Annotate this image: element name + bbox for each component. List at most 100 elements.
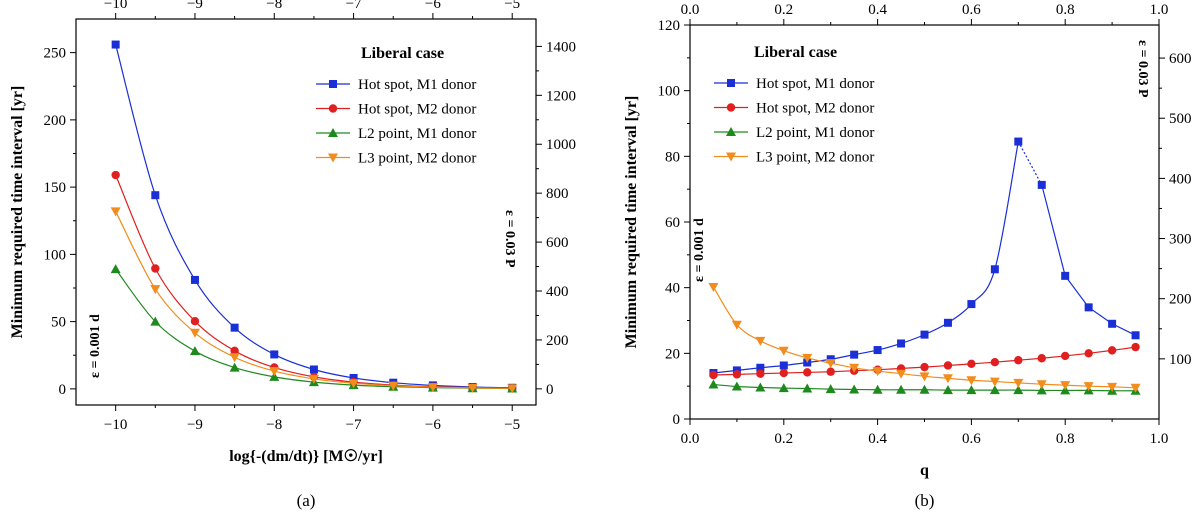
legend-marker [328, 104, 338, 113]
data-point [731, 320, 742, 330]
data-point [942, 374, 953, 384]
series-line [115, 44, 513, 389]
legend-marker [328, 128, 338, 137]
legend-entry: L3 point, M2 donor [358, 151, 476, 167]
x-tick-label: −9 [187, 417, 203, 433]
data-point [966, 385, 977, 395]
data-point [269, 371, 280, 381]
y2-tick-label: 200 [546, 333, 569, 349]
y-tick-label: 40 [665, 281, 680, 297]
data-point [989, 377, 1000, 387]
x-tick-label-top: −10 [104, 0, 127, 12]
y2-tick-label: 800 [546, 186, 569, 202]
left-epsilon-note: ε = 0.001 d [88, 314, 103, 378]
x-tick-label-top: 0.4 [868, 2, 887, 18]
data-point [990, 357, 1000, 367]
data-point [1036, 380, 1047, 390]
data-point [1107, 346, 1117, 355]
data-point [756, 369, 765, 378]
x-tick-label-top: −7 [346, 0, 362, 12]
x-tick-label: 0.2 [774, 431, 793, 447]
chart-b: 0.0 0.0 0.2 0.2 0.4 0.4 0.6 0.6 0.8 0.8 1.0 1.0 0 20 4… [623, 2, 1192, 510]
x-axis-label: log{-(dm/dt)} [M☉/yr] [229, 448, 383, 465]
data-point [309, 365, 318, 374]
legend-entry: Hot spot, M1 donor [358, 77, 476, 93]
x-tick-label-top: 0.8 [1056, 2, 1075, 18]
y-tick-label: 80 [665, 149, 680, 165]
right-epsilon-note: ε = 0.03 P [1135, 40, 1150, 98]
y-tick-label: 100 [44, 247, 67, 263]
data-point [779, 368, 788, 378]
legend: Liberal case Hot spot, M1 donor Hot spot, … [316, 45, 476, 167]
data-point [825, 384, 836, 394]
y2-tick-label: 500 [1169, 111, 1192, 127]
x-tick-label-top: 1.0 [1150, 2, 1169, 18]
y-tick-label: 250 [44, 46, 67, 62]
y-axis-label: Minimum required time interval [yr] [623, 96, 640, 349]
data-point [1107, 382, 1118, 392]
data-point [732, 370, 742, 379]
data-point [779, 361, 788, 370]
x-tick-label: 0.8 [1056, 431, 1075, 447]
y-tick-label: 0 [59, 382, 67, 398]
data-point [1037, 354, 1046, 363]
series-l2-point-m1-donor [708, 379, 1141, 395]
series-l3-point-m2-donor [708, 283, 1141, 393]
data-point [111, 170, 120, 180]
data-point [802, 383, 813, 393]
data-point [872, 367, 883, 377]
data-point [1036, 385, 1047, 395]
data-point [756, 363, 765, 372]
data-point [943, 318, 952, 327]
data-point [943, 361, 953, 370]
data-point [1060, 381, 1071, 391]
y2-tick-label: 600 [1169, 51, 1192, 67]
data-point [110, 264, 121, 274]
data-point [920, 330, 929, 339]
x-tick-label: −8 [266, 417, 282, 433]
data-point [388, 381, 399, 391]
data-point [967, 300, 976, 309]
data-point [1061, 351, 1070, 361]
y2-tick-label: 1400 [546, 39, 576, 55]
legend-entry: L3 point, M2 donor [756, 150, 874, 166]
data-point [967, 359, 976, 369]
data-point [942, 385, 953, 395]
data-point [467, 383, 478, 393]
y-tick-label: 150 [44, 180, 67, 196]
data-point [1014, 356, 1023, 365]
plot-frame [75, 18, 537, 406]
data-point [708, 283, 719, 293]
x-tick-label-top: 0.0 [681, 2, 700, 18]
series-line [115, 174, 513, 389]
data-point [427, 383, 438, 393]
data-point [897, 339, 906, 348]
data-point [269, 367, 280, 377]
y2-tick-label: 100 [1169, 352, 1192, 368]
figure-caption: (a) [297, 491, 316, 510]
data-point [190, 275, 199, 284]
data-point [896, 384, 907, 394]
x-tick-label: −7 [346, 417, 362, 433]
data-point [778, 383, 789, 393]
series-hot-spot-m2-donor [111, 170, 517, 393]
data-point [1083, 382, 1094, 392]
legend-entry: L2 point, M1 donor [358, 126, 476, 142]
left-epsilon-note: ε = 0.001 d [692, 218, 707, 282]
data-point [150, 285, 161, 295]
data-point [111, 40, 120, 49]
data-point [755, 336, 766, 346]
y-axis-label: Minimum required time interval [yr] [9, 86, 26, 339]
figure-caption: (b) [915, 491, 935, 510]
y-tick-label: 100 [658, 84, 681, 100]
data-point [873, 346, 882, 355]
data-point [826, 367, 835, 376]
data-point [229, 362, 240, 372]
series-line [115, 211, 513, 389]
data-point [151, 191, 160, 200]
data-point [1037, 180, 1046, 189]
data-point [709, 370, 718, 380]
y-tick-label: 60 [665, 215, 680, 231]
data-point [989, 385, 1000, 395]
chart-a: −10 −10 −9 −9 −8 −8 −7 −7 −6 −6 −5 −5 0 50 100 150 200 25… [9, 0, 576, 510]
